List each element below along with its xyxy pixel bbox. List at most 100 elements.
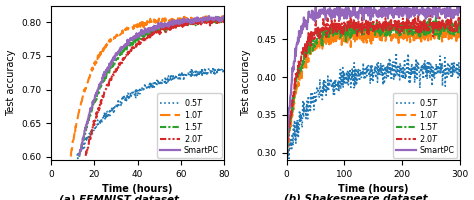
$1.5T$: [221, 18, 227, 20]
$2.0T$: [404, 11, 410, 13]
$0.5T$: [122, 100, 128, 102]
Line: $1.5T$: $1.5T$: [79, 17, 224, 157]
$2.0T$: [137, 42, 143, 45]
SmartPC: [181, 21, 187, 23]
SmartPC: [221, 15, 227, 17]
SmartPC: [168, 21, 173, 23]
SmartPC: [182, 21, 187, 23]
Line: $0.5T$: $0.5T$: [77, 67, 224, 159]
Text: (a) FEMNIST dataset.: (a) FEMNIST dataset.: [59, 194, 183, 200]
$0.5T$: [366, 74, 372, 77]
SmartPC: [457, 9, 463, 11]
$0.5T$: [367, 83, 373, 85]
$1.0T$: [387, 35, 393, 38]
SmartPC: [124, 44, 129, 46]
$1.5T$: [168, 24, 173, 26]
$1.5T$: [76, 156, 82, 158]
$2.0T$: [426, 31, 432, 33]
$1.0T$: [179, 19, 185, 22]
SmartPC: [206, 15, 212, 17]
$0.5T$: [221, 69, 227, 72]
$0.5T$: [286, 157, 292, 160]
$0.5T$: [92, 127, 98, 130]
$1.5T$: [283, 151, 289, 154]
SmartPC: [426, 14, 432, 17]
$0.5T$: [283, 144, 289, 147]
X-axis label: Time (hours): Time (hours): [338, 184, 409, 194]
$2.0T$: [367, 26, 373, 29]
$1.5T$: [426, 18, 432, 20]
$1.0T$: [454, 40, 459, 42]
$2.0T$: [183, 21, 189, 24]
$1.0T$: [221, 17, 227, 20]
$0.5T$: [454, 67, 459, 69]
$1.5T$: [134, 38, 139, 41]
$2.0T$: [387, 29, 392, 32]
$1.5T$: [433, 16, 439, 19]
Line: $1.0T$: $1.0T$: [286, 25, 460, 159]
SmartPC: [134, 32, 139, 34]
Line: SmartPC: SmartPC: [79, 16, 224, 155]
$1.5T$: [457, 29, 463, 31]
$1.0T$: [457, 36, 463, 39]
Line: $2.0T$: $2.0T$: [286, 12, 460, 155]
$1.5T$: [182, 23, 187, 25]
$0.5T$: [75, 157, 81, 160]
$0.5T$: [182, 75, 187, 78]
$2.0T$: [453, 20, 459, 23]
Y-axis label: Test accuracy: Test accuracy: [241, 50, 251, 116]
SmartPC: [76, 154, 82, 156]
$2.0T$: [170, 24, 176, 26]
$1.0T$: [219, 15, 225, 17]
SmartPC: [335, 2, 340, 5]
SmartPC: [378, 14, 383, 17]
$2.0T$: [128, 48, 134, 50]
$1.5T$: [181, 22, 187, 24]
$1.5T$: [454, 22, 459, 24]
$0.5T$: [181, 79, 186, 82]
$1.0T$: [367, 40, 373, 43]
SmartPC: [453, 12, 459, 15]
SmartPC: [366, 9, 372, 11]
$1.0T$: [283, 149, 289, 151]
$1.5T$: [367, 27, 373, 29]
$1.0T$: [68, 155, 73, 157]
$1.0T$: [86, 76, 92, 79]
SmartPC: [283, 155, 289, 157]
$0.5T$: [378, 62, 383, 64]
$1.0T$: [118, 33, 123, 36]
$1.0T$: [366, 31, 372, 33]
$0.5T$: [457, 66, 463, 69]
$2.0T$: [221, 21, 227, 24]
Line: $1.5T$: $1.5T$: [286, 18, 460, 155]
$2.0T$: [366, 24, 372, 26]
$2.0T$: [183, 23, 189, 25]
$2.0T$: [457, 25, 463, 27]
$1.5T$: [378, 29, 383, 32]
$1.0T$: [427, 30, 432, 32]
$2.0T$: [216, 17, 221, 19]
$0.5T$: [393, 52, 399, 54]
$2.0T$: [83, 155, 89, 157]
Legend: $0.5T$, $1.0T$, $1.5T$, $2.0T$, SmartPC: $0.5T$, $1.0T$, $1.5T$, $2.0T$, SmartPC: [392, 93, 457, 158]
$1.0T$: [128, 26, 134, 28]
$1.5T$: [387, 35, 393, 37]
Legend: $0.5T$, $1.0T$, $1.5T$, $2.0T$, SmartPC: $0.5T$, $1.0T$, $1.5T$, $2.0T$, SmartPC: [157, 93, 222, 158]
Line: $1.0T$: $1.0T$: [71, 16, 224, 156]
SmartPC: [94, 93, 100, 96]
Line: SmartPC: SmartPC: [286, 4, 460, 156]
$1.5T$: [366, 22, 372, 25]
$0.5T$: [427, 60, 432, 63]
Line: $0.5T$: $0.5T$: [286, 53, 460, 158]
$0.5T$: [74, 153, 80, 155]
$0.5T$: [210, 66, 216, 68]
$2.0T$: [100, 97, 105, 99]
Line: $2.0T$: $2.0T$: [86, 18, 224, 156]
$1.0T$: [179, 18, 184, 20]
SmartPC: [367, 7, 373, 9]
$1.0T$: [378, 35, 383, 37]
$2.0T$: [283, 154, 289, 156]
$1.0T$: [284, 158, 290, 161]
$1.0T$: [164, 19, 170, 21]
X-axis label: Time (hours): Time (hours): [102, 184, 173, 194]
